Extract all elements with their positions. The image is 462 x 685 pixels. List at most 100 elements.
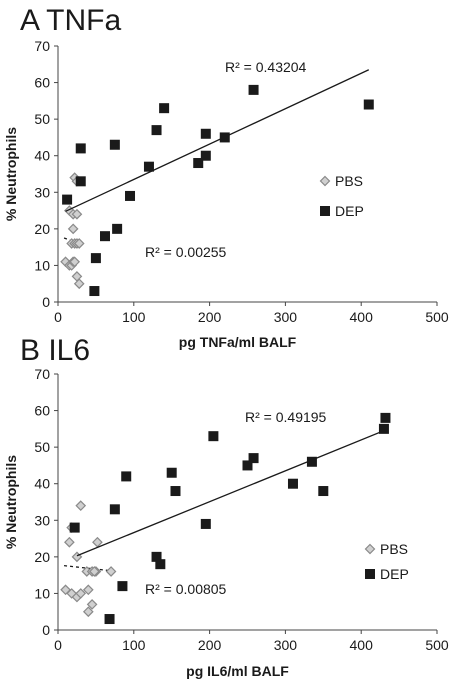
dep-data-point [159, 103, 170, 114]
dep-data-point [380, 412, 391, 423]
dep-data-point [117, 581, 128, 592]
y-tick-label: 70 [34, 38, 50, 54]
dep-data-point [170, 486, 181, 497]
pbs-data-point [71, 551, 83, 563]
y-tick-label: 60 [34, 403, 50, 419]
dep-trendline [76, 430, 385, 557]
chart-panel-b: B IL6 0 10 20 30 40 50 60 70 0 100 200 300 400 500 pg I… [3, 334, 449, 679]
dep-data-point [155, 559, 166, 570]
dep-data-point [112, 223, 123, 234]
panel-title: B IL6 [20, 334, 90, 367]
dep-data-point [200, 150, 211, 161]
pbs-trendline [63, 564, 112, 572]
x-tick-label: 100 [122, 637, 146, 653]
dep-data-point [378, 423, 389, 434]
dep-data-point [242, 460, 253, 471]
x-tick-label: 400 [350, 309, 374, 325]
dep-data-point [306, 456, 317, 467]
legend-marker-pbs [364, 543, 376, 555]
y-tick-label: 10 [34, 257, 50, 273]
pbs-data-point [67, 223, 79, 235]
x-axis-title: pg IL6/ml BALF [186, 663, 289, 679]
dep-data-point [200, 518, 211, 529]
dep-data-point [125, 190, 136, 201]
legend-label-dep: DEP [335, 203, 364, 219]
dep-data-point [75, 143, 86, 154]
pbs-data-point [82, 584, 94, 596]
dep-data-point [363, 99, 374, 110]
panel-title: A TNFa [20, 4, 121, 37]
y-tick-label: 40 [34, 476, 50, 492]
pbs-data-point [92, 536, 103, 548]
x-tick-label: 200 [198, 309, 222, 325]
dep-data-point [151, 125, 162, 136]
pbs-data-point [64, 536, 75, 548]
pbs-data-point [82, 606, 94, 618]
y-tick-label: 20 [34, 549, 50, 565]
pbs-data-point [69, 256, 81, 268]
y-tick-label: 50 [34, 111, 50, 127]
dep-data-point [287, 478, 298, 489]
pbs-data-point [71, 208, 83, 220]
dep-data-point [89, 286, 100, 297]
dep-data-point [166, 467, 177, 478]
x-tick-label: 300 [274, 309, 298, 325]
pbs-data-point [73, 278, 85, 290]
dep-data-point [121, 471, 132, 482]
dep-data-point [208, 431, 219, 442]
dep-data-point [200, 128, 211, 139]
legend-marker-pbs [319, 175, 331, 187]
legend-label-pbs: PBS [380, 541, 408, 557]
legend-marker-dep [365, 569, 375, 579]
dep-data-point [75, 176, 86, 187]
y-tick-label: 30 [34, 512, 50, 528]
y-tick-label: 40 [34, 148, 50, 164]
y-tick-label: 10 [34, 585, 50, 601]
dep-data-point [90, 253, 101, 264]
x-tick-label: 500 [425, 637, 449, 653]
y-tick-label: 50 [34, 439, 50, 455]
dep-trendline [65, 69, 370, 212]
pbs-data-point [89, 566, 100, 577]
dep-data-point [219, 132, 230, 143]
y-axis-title: % Neutrophils [3, 127, 19, 221]
dep-r2-label: R² = 0.43204 [225, 59, 307, 75]
pbs-data-point [86, 599, 98, 610]
dep-data-point [69, 522, 80, 533]
x-axis-title: pg TNFa/ml BALF [179, 334, 297, 350]
x-tick-label: 400 [350, 637, 374, 653]
dep-data-point [62, 194, 73, 205]
x-tick-label: 100 [122, 309, 146, 325]
pbs-r2-label: R² = 0.00805 [145, 581, 227, 597]
pbs-data-point [75, 588, 87, 599]
x-tick-label: 200 [198, 637, 222, 653]
y-tick-label: 20 [34, 221, 50, 237]
pbs-data-point [105, 566, 117, 577]
dep-data-point [109, 139, 120, 150]
legend-label-pbs: PBS [335, 173, 363, 189]
y-axis-title: % Neutrophils [3, 455, 19, 549]
y-tick-label: 0 [42, 622, 50, 638]
dep-data-point [104, 614, 115, 625]
pbs-r2-label: R² = 0.00255 [145, 244, 227, 260]
y-tick-label: 30 [34, 184, 50, 200]
pbs-data-point [75, 500, 87, 512]
legend-marker-dep [320, 206, 330, 216]
y-tick-label: 60 [34, 75, 50, 91]
chart-panel-a: A TNFa 0 10 20 30 40 50 60 70 0 100 200 300 400 500 pg … [3, 4, 449, 350]
x-tick-label: 0 [54, 309, 62, 325]
dep-data-point [99, 231, 110, 242]
x-tick-label: 0 [54, 637, 62, 653]
dep-data-point [248, 84, 259, 95]
pbs-data-point [73, 238, 85, 249]
y-tick-label: 0 [42, 294, 50, 310]
dep-data-point [248, 453, 259, 464]
x-tick-label: 500 [425, 309, 449, 325]
x-tick-label: 300 [274, 637, 298, 653]
legend-label-dep: DEP [380, 566, 409, 582]
dep-r2-label: R² = 0.49195 [245, 409, 327, 425]
dep-data-point [151, 551, 162, 562]
dep-data-point [193, 158, 204, 169]
dep-data-point [143, 161, 154, 172]
